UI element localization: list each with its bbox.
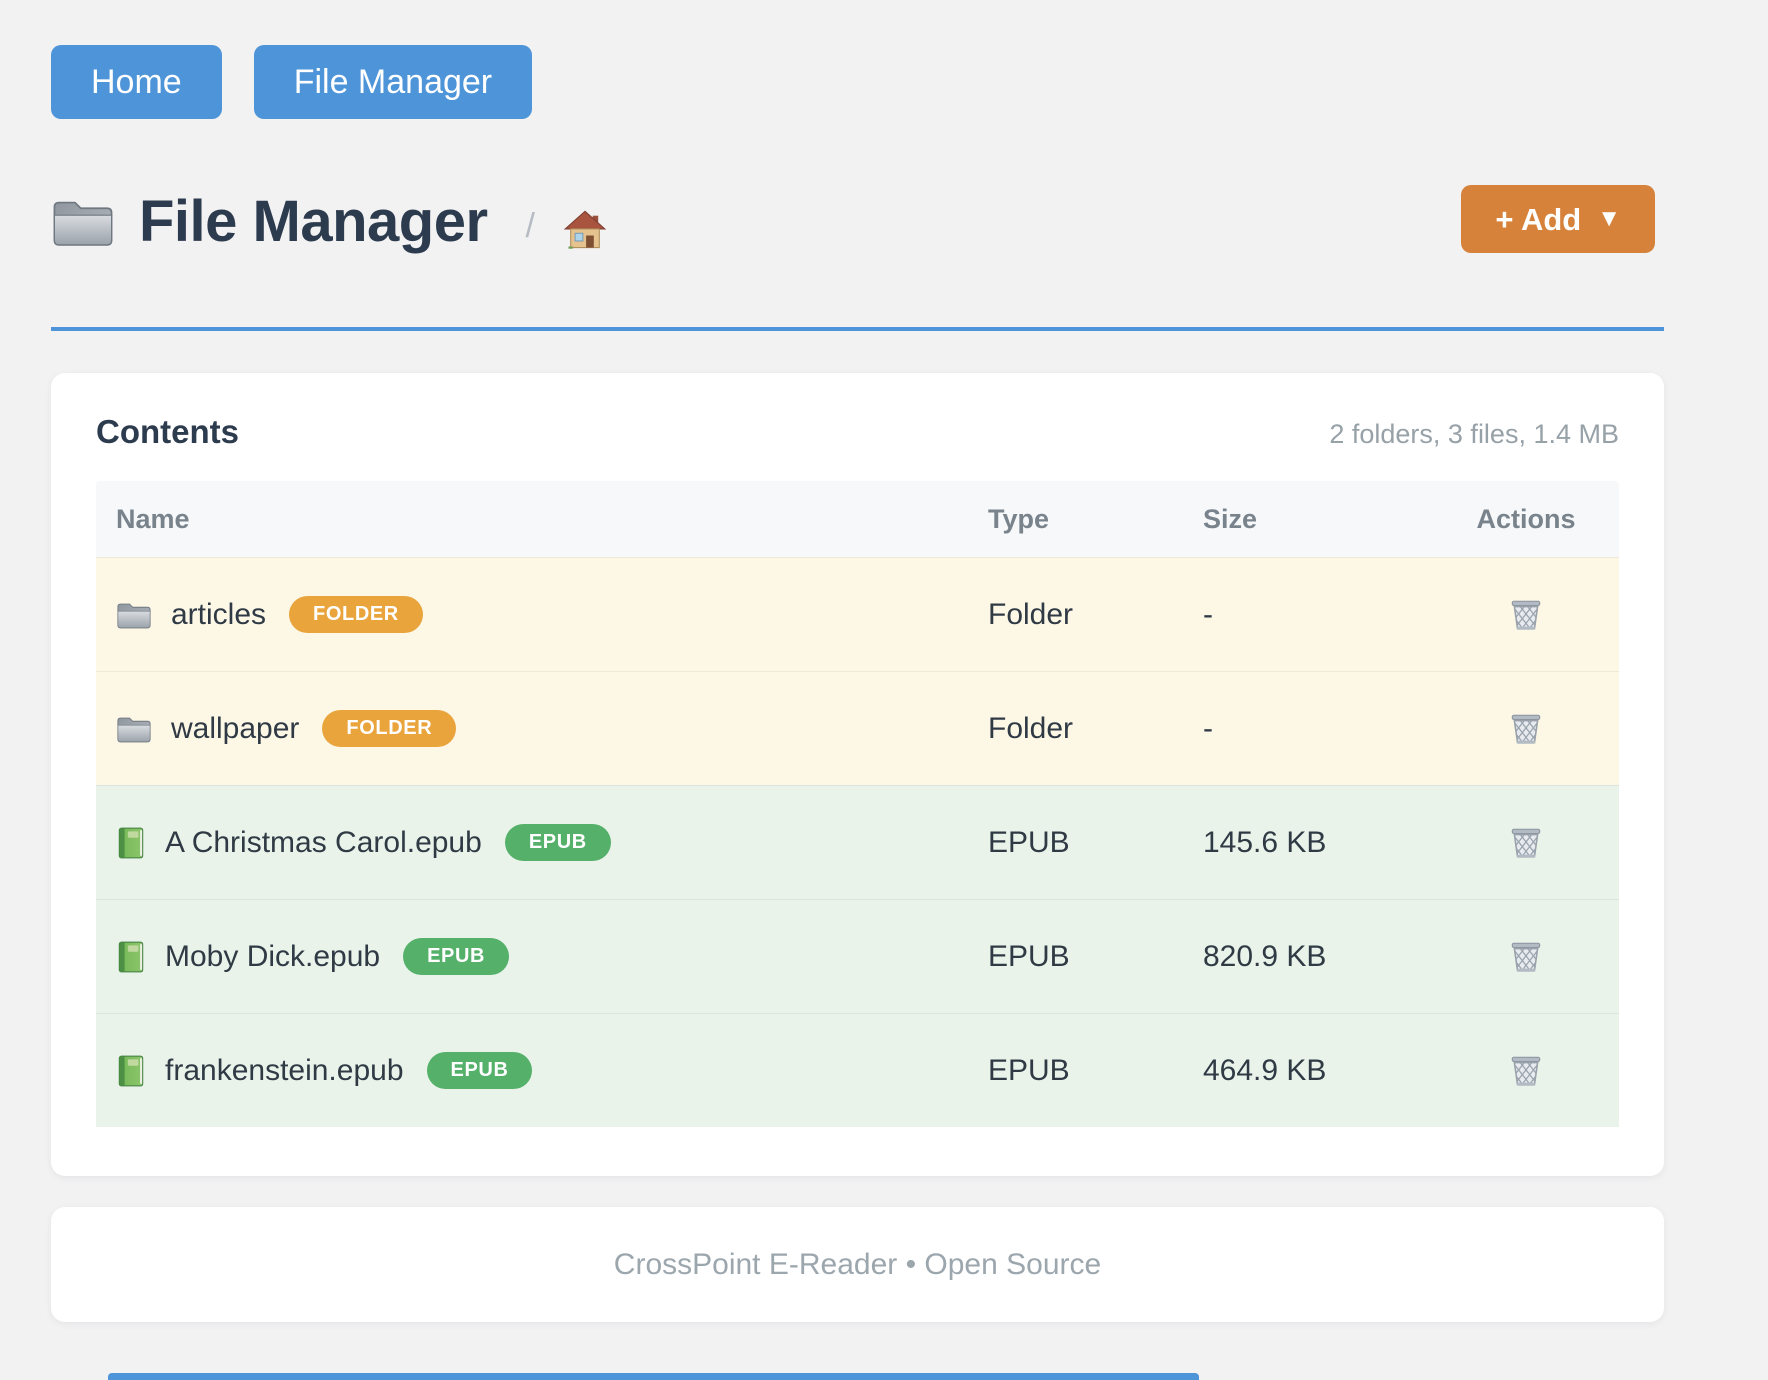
book-icon (116, 1054, 146, 1088)
folder-badge: FOLDER (322, 710, 457, 747)
actions-cell (1433, 934, 1619, 980)
file-name-cell: A Christmas Carol.epub EPUB (96, 824, 968, 861)
table-row[interactable]: frankenstein.epub EPUB EPUB 464.9 KB (96, 1013, 1619, 1127)
trash-icon (1507, 824, 1545, 862)
file-name: wallpaper (171, 711, 300, 745)
column-header-actions: Actions (1476, 503, 1576, 534)
actions-cell (1433, 1048, 1619, 1094)
file-name-cell: frankenstein.epub EPUB (96, 1052, 968, 1089)
column-header-size: Size (1203, 503, 1258, 534)
home-button[interactable]: Home (51, 45, 222, 119)
file-type: Folder (988, 597, 1074, 631)
cutoff-blue-element (108, 1373, 1199, 1380)
delete-button[interactable] (1503, 592, 1549, 638)
folder-icon (116, 713, 152, 745)
file-name: A Christmas Carol.epub (165, 825, 482, 859)
actions-cell (1433, 820, 1619, 866)
title-divider (51, 327, 1664, 331)
file-size: 145.6 KB (1203, 825, 1327, 859)
actions-cell (1433, 592, 1619, 638)
column-header-name: Name (116, 503, 190, 534)
epub-badge: EPUB (504, 824, 611, 861)
book-icon (116, 826, 146, 860)
trash-icon (1507, 596, 1545, 634)
table-row[interactable]: articles FOLDER Folder - (96, 557, 1619, 671)
file-name-cell: Moby Dick.epub EPUB (96, 938, 968, 975)
add-button-label: + Add (1495, 201, 1582, 237)
page-header: File Manager / + Add ▼ (51, 185, 1655, 259)
contents-summary: 2 folders, 3 files, 1.4 MB (1329, 419, 1619, 449)
footer-card: CrossPoint E-Reader • Open Source (51, 1207, 1664, 1322)
file-type: EPUB (988, 1053, 1070, 1087)
page-title: File Manager (139, 189, 488, 255)
home-icon[interactable] (563, 208, 607, 252)
breadcrumb-separator: / (525, 206, 535, 245)
file-size: - (1203, 711, 1213, 745)
delete-button[interactable] (1503, 934, 1549, 980)
file-type: EPUB (988, 825, 1070, 859)
file-type: EPUB (988, 939, 1070, 973)
chevron-down-icon: ▼ (1597, 205, 1621, 232)
contents-card-header: Contents 2 folders, 3 files, 1.4 MB (51, 373, 1664, 451)
file-size: 820.9 KB (1203, 939, 1327, 973)
table-row[interactable]: wallpaper FOLDER Folder - (96, 671, 1619, 785)
epub-badge: EPUB (403, 938, 510, 975)
contents-card: Contents 2 folders, 3 files, 1.4 MB Name… (51, 373, 1664, 1176)
file-manager-button[interactable]: File Manager (253, 45, 533, 119)
table-header-row: Name Type Size Actions (96, 481, 1619, 557)
book-icon (116, 940, 146, 974)
file-size: - (1203, 597, 1213, 631)
add-button[interactable]: + Add ▼ (1461, 185, 1655, 253)
file-size: 464.9 KB (1203, 1053, 1327, 1087)
table-row[interactable]: Moby Dick.epub EPUB EPUB 820.9 KB (96, 899, 1619, 1013)
file-name-cell: articles FOLDER (96, 596, 968, 633)
file-name: articles (171, 597, 267, 631)
trash-icon (1507, 938, 1545, 976)
actions-cell (1433, 706, 1619, 752)
top-nav: Home File Manager (51, 45, 533, 119)
delete-button[interactable] (1503, 820, 1549, 866)
epub-badge: EPUB (426, 1052, 533, 1089)
file-type: Folder (988, 711, 1074, 745)
table-row[interactable]: A Christmas Carol.epub EPUB EPUB 145.6 K… (96, 785, 1619, 899)
folder-icon (116, 599, 152, 631)
title-group: File Manager / (51, 190, 607, 254)
file-name: Moby Dick.epub (165, 939, 381, 973)
file-table: Name Type Size Actions articles FOLDER F… (96, 481, 1619, 1127)
contents-heading: Contents (96, 413, 239, 450)
file-name-cell: wallpaper FOLDER (96, 710, 968, 747)
delete-button[interactable] (1503, 1048, 1549, 1094)
trash-icon (1507, 710, 1545, 748)
file-name: frankenstein.epub (165, 1053, 404, 1087)
trash-icon (1507, 1052, 1545, 1090)
folder-icon (51, 194, 115, 250)
footer-text: CrossPoint E-Reader • Open Source (613, 1247, 1102, 1281)
delete-button[interactable] (1503, 706, 1549, 752)
column-header-type: Type (988, 503, 1050, 534)
folder-badge: FOLDER (289, 596, 423, 633)
